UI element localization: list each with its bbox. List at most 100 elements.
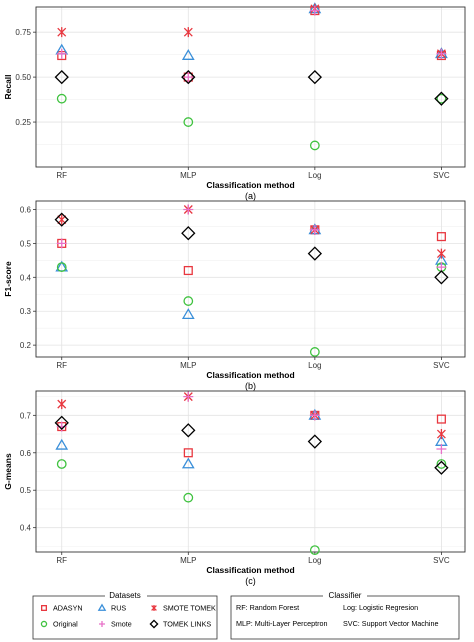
x-axis-title: Classification method [206, 180, 294, 190]
data-point-tomek-links [54, 212, 69, 227]
classifier-legend-box [230, 595, 460, 640]
datasets-legend-title: Datasets [109, 591, 141, 600]
legend-item-smote-tomek: SMOTE TOMEK [151, 604, 216, 613]
chart-panel-recall: 0.25 0.50 0.75 RF MLP Log SVC Classification me… [3, 2, 466, 201]
data-point-original [183, 492, 194, 503]
chart-panel-g-means: 0.4 0.5 0.6 0.7 RF MLP Log SVC Classification me… [3, 390, 466, 586]
data-point-smote-tomek [436, 429, 446, 440]
plot-area [36, 7, 465, 167]
data-point-smote [183, 391, 194, 402]
x-tick-label: Log [308, 556, 321, 565]
panel-caption: (a) [245, 191, 256, 201]
data-point-smote [56, 48, 67, 59]
data-point-original [436, 459, 447, 469]
legend-item-adasyn: ADASYN [41, 604, 83, 613]
y-tick-label: 0.6 [20, 205, 32, 214]
y-tick-label: 0.5 [20, 486, 32, 495]
data-point-original [309, 347, 320, 357]
legend-key-smote-tomek [151, 605, 157, 611]
x-tick-label: SVC [433, 171, 450, 180]
data-point-rus [181, 48, 195, 60]
x-tick-label: RF [56, 171, 67, 180]
x-tick-label: RF [56, 361, 67, 370]
chart-panels: 0.25 0.50 0.75 RF MLP Log SVC Classification me… [3, 2, 466, 586]
y-axis-title: F1-score [3, 261, 13, 297]
data-point-smote-tomek [57, 27, 67, 38]
data-point-original [56, 459, 67, 469]
y-tick-label: 0.3 [20, 307, 32, 316]
y-tick-label: 0.50 [15, 73, 31, 82]
data-point-tomek-links [434, 460, 449, 475]
classifier-title-bg [323, 590, 367, 601]
data-point-tomek-links [54, 415, 69, 430]
legend-key-adasyn [41, 605, 47, 611]
x-tick-label: MLP [180, 171, 196, 180]
legend: Datasets Classifier ADASYN RUS SMOTE TOMEK… [32, 590, 460, 640]
x-tick-label: SVC [433, 556, 450, 565]
legend-label: TOMEK LINKS [163, 620, 211, 629]
x-tick-label: SVC [433, 361, 450, 370]
y-tick-label: 0.4 [20, 524, 32, 533]
y-axis-title: G-means [3, 453, 13, 490]
legend-item-smote: Smote [99, 620, 132, 629]
legend-item-original: Original [40, 620, 78, 629]
plot-border [35, 390, 466, 553]
y-tick-label: 0.4 [20, 273, 32, 282]
data-point-rus [55, 438, 69, 450]
data-point-smote [436, 444, 447, 455]
data-point-smote [436, 48, 447, 59]
panel-caption: (b) [245, 381, 256, 391]
data-point-original [183, 117, 194, 127]
data-point-original [309, 140, 320, 151]
data-point-smote [309, 224, 320, 235]
legend-key-tomek-links [149, 619, 159, 629]
data-point-original [183, 296, 194, 306]
classifier-legend-item: MLP: Multi-Layer Perceptron [236, 619, 327, 628]
legend-label: Original [53, 620, 78, 629]
classifier-legend-item: SVC: Support Vector Machine [343, 619, 438, 628]
x-tick-label: MLP [180, 361, 196, 370]
data-point-smote-tomek [57, 399, 67, 410]
data-point-smote [56, 238, 67, 249]
data-point-tomek-links [307, 434, 323, 449]
legend-label: SMOTE TOMEK [163, 604, 216, 613]
classifier-legend-item: RF: Random Forest [236, 603, 299, 612]
x-tick-label: MLP [180, 556, 196, 565]
legend-key-original [40, 620, 48, 628]
data-point-tomek-links [181, 69, 196, 85]
x-axis-title: Classification method [206, 370, 294, 380]
data-point-adasyn [436, 414, 446, 424]
data-point-tomek-links [181, 423, 196, 438]
x-axis-title: Classification method [206, 565, 294, 575]
data-point-tomek-links [434, 91, 449, 106]
data-point-rus [181, 308, 195, 320]
data-point-smote [309, 5, 320, 16]
data-point-rus [181, 457, 195, 469]
data-point-adasyn [436, 232, 446, 242]
legend-label: Smote [111, 620, 132, 629]
y-tick-label: 0.6 [20, 449, 32, 458]
data-point-smote [183, 204, 194, 215]
data-point-smote [183, 72, 194, 83]
data-point-tomek-links [307, 246, 323, 261]
classifier-legend-item: Log: Logistic Regresion [343, 603, 418, 612]
data-point-original [56, 262, 67, 273]
legend-item-rus: RUS [97, 603, 126, 613]
data-point-adasyn [183, 448, 193, 458]
y-tick-label: 0.2 [20, 341, 32, 350]
datasets-title-bg [105, 590, 147, 601]
datasets-legend-items: ADASYN RUS SMOTE TOMEK Original Smote TOMEK L… [40, 603, 216, 629]
data-point-original [56, 93, 67, 104]
legend-key-rus [97, 603, 107, 611]
panel-caption: (c) [245, 576, 256, 586]
plot-area [36, 201, 465, 357]
data-point-smote [309, 410, 320, 421]
y-axis-title: Recall [3, 74, 13, 99]
y-tick-label: 0.7 [20, 411, 32, 420]
x-tick-label: RF [56, 556, 67, 565]
legend-label: RUS [111, 604, 126, 613]
data-point-smote-tomek [183, 27, 193, 38]
data-point-adasyn [183, 265, 193, 276]
legend-item-tomek-links: TOMEK LINKS [149, 619, 211, 629]
